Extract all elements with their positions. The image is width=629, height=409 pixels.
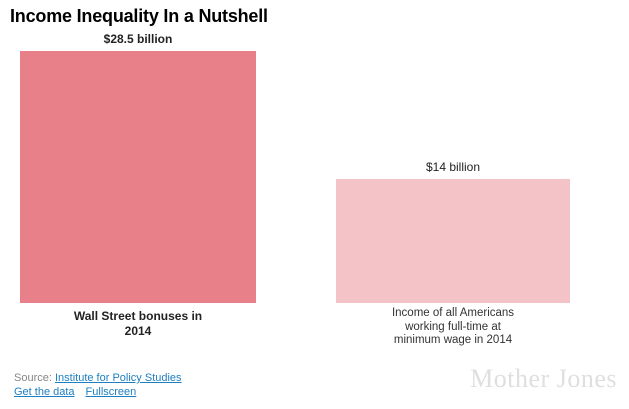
bar-value-label-wall-street: $28.5 billion: [103, 32, 173, 46]
mother-jones-logo: Mother Jones: [470, 364, 617, 393]
source-prefix: Source:: [14, 372, 52, 384]
bar-category-label-minimum-wage: Income of all Americans working full-tim…: [336, 307, 570, 348]
label-line: working full-time at: [405, 320, 501, 333]
label-line: Income of all Americans: [391, 307, 515, 319]
footer-links: Get the data Fullscreen: [14, 386, 136, 398]
get-the-data-link[interactable]: Get the data: [14, 386, 75, 398]
bar-value-label-minimum-wage: $14 billion: [425, 160, 481, 174]
source-line: Source: Institute for Policy Studies: [14, 372, 182, 384]
fullscreen-link[interactable]: Fullscreen: [85, 386, 137, 398]
bar-wall-street-bonuses: [20, 51, 256, 303]
label-line: minimum wage in 2014: [393, 334, 513, 346]
label-line: Wall Street bonuses in: [73, 309, 203, 323]
bar-category-label-wall-street: Wall Street bonuses in 2014: [20, 309, 256, 339]
label-line: 2014: [124, 324, 152, 338]
source-link[interactable]: Institute for Policy Studies: [54, 372, 182, 384]
bar-group-minimum-wage: $14 billion: [336, 160, 570, 303]
bar-group-wall-street: $28.5 billion: [20, 32, 256, 303]
chart-title: Income Inequality In a Nutshell: [10, 6, 268, 26]
bar-minimum-wage-income: [336, 179, 570, 303]
